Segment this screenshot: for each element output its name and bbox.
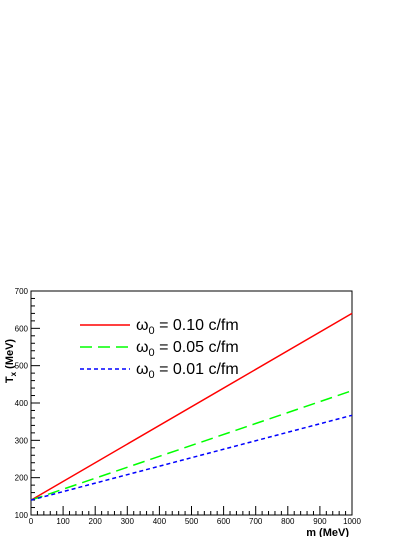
y-tick-label: 400: [15, 399, 29, 408]
x-axis-title: m (MeV): [306, 527, 349, 537]
legend-label-3: ω0 = 0.01 c/fm: [136, 361, 239, 381]
x-tick-label: 200: [89, 517, 103, 526]
legend-symbol: ω: [136, 361, 149, 378]
legend-label-1: ω0 = 0.10 c/fm: [136, 317, 239, 337]
series-line-2: [30, 389, 353, 501]
y-axis-title-sub: x: [9, 371, 18, 376]
legend-symbol-sub: 0: [149, 325, 155, 337]
legend-value: = 0.05 c/fm: [155, 339, 239, 356]
y-tick-label: 100: [15, 511, 29, 520]
y-axis-title: Tx (MeV): [4, 339, 18, 384]
y-tick-label: 300: [15, 436, 29, 445]
legend-symbol-sub: 0: [149, 369, 155, 381]
x-axis-ticks: 0 100 200 300 400 500 600 700 800 900 1000: [29, 506, 361, 526]
x-tick-label: 900: [313, 517, 327, 526]
x-tick-label: 700: [249, 517, 263, 526]
x-tick-label: 600: [217, 517, 231, 526]
x-tick-label: 800: [281, 517, 295, 526]
y-axis-title-unit: (MeV): [4, 339, 16, 369]
x-tick-label: 300: [121, 517, 135, 526]
legend-label-2: ω0 = 0.05 c/fm: [136, 339, 239, 359]
legend-value: = 0.01 c/fm: [155, 361, 239, 378]
x-tick-label: 1000: [343, 517, 361, 526]
series-line-1: [30, 312, 353, 501]
y-tick-label: 500: [15, 362, 29, 371]
y-axis-ticks: 100 200 300 400 500 600 700: [15, 287, 40, 520]
x-tick-label: 0: [29, 517, 34, 526]
y-axis-title-main: T: [4, 376, 16, 383]
legend-symbol: ω: [136, 317, 149, 334]
y-tick-label: 600: [15, 324, 29, 333]
legend-symbol-sub: 0: [149, 347, 155, 359]
series-lines: [30, 312, 353, 501]
x-tick-label: 400: [153, 517, 167, 526]
y-tick-label: 200: [15, 474, 29, 483]
legend-symbol: ω: [136, 339, 149, 356]
y-tick-label: 700: [15, 287, 29, 296]
x-tick-label: 100: [56, 517, 70, 526]
series-line-3: [30, 414, 353, 501]
legend-value: = 0.10 c/fm: [155, 317, 239, 334]
x-tick-label: 500: [185, 517, 199, 526]
